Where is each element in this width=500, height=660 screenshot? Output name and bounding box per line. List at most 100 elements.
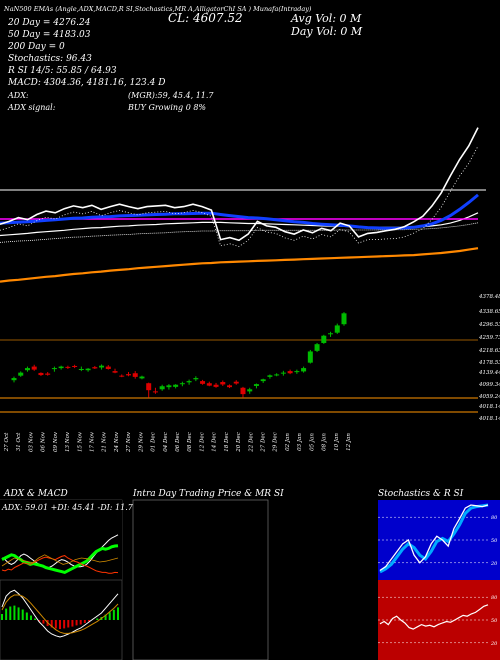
candle-body	[152, 391, 158, 393]
date-tick: 18 Dec	[224, 432, 230, 452]
candle-body	[321, 335, 327, 343]
date-tick: 06 Dec	[175, 432, 181, 452]
candle-body	[119, 375, 125, 377]
stoch-tick: 80	[491, 515, 498, 521]
candle-body	[65, 366, 71, 368]
intra-panel-title: Intra Day Trading Price & MR SI	[132, 489, 284, 499]
date-tick: 27 Nov	[126, 431, 132, 453]
candle-body	[99, 365, 105, 368]
candle-body	[213, 384, 219, 387]
date-tick: 21 Nov	[102, 431, 108, 453]
header-topline: NaN500 EMAs (Angle,ADX,MACD,R SI,Stochas…	[3, 5, 312, 13]
series-ema-200	[0, 247, 479, 283]
date-tick: 03 Nov	[28, 431, 34, 452]
close-price: CL: 4607.52	[168, 11, 243, 25]
adx-signal: BUY Growing 0 8%	[127, 103, 206, 112]
candle-body	[179, 383, 185, 385]
price-tick: 4099.34	[478, 382, 500, 388]
candle-body	[328, 333, 334, 335]
candle-body	[233, 381, 239, 384]
candle-body	[112, 371, 118, 373]
candle-body	[220, 382, 226, 385]
candle-body	[11, 378, 17, 381]
price-tick: 4018.14	[478, 416, 500, 422]
candle-body	[58, 366, 64, 369]
candle-body	[274, 374, 280, 376]
date-tick: 02 Jan	[285, 433, 291, 451]
candle-body	[173, 384, 179, 387]
ema-price-panel	[0, 127, 486, 283]
macd-series	[1, 589, 119, 638]
date-tick: 31 Oct	[16, 432, 22, 451]
candle-body	[45, 373, 51, 375]
candle-body	[280, 372, 286, 374]
adx-signal-label: ADX signal:	[7, 103, 56, 112]
candle-body	[24, 368, 30, 371]
candle-body	[267, 375, 273, 377]
header: NaN500 EMAs (Angle,ADX,MACD,R SI,Stochas…	[3, 5, 363, 112]
date-tick: 04 Dec	[163, 432, 169, 452]
candle-body	[166, 385, 172, 388]
candle-body	[105, 366, 111, 369]
candle-body	[51, 368, 57, 370]
candle-body	[72, 365, 78, 367]
candle-body	[301, 368, 307, 372]
stoch-panel-title: Stochastics & R SI	[378, 489, 464, 499]
rsi-tick: 20	[490, 641, 498, 647]
candle-body	[31, 366, 37, 370]
candle-body	[253, 384, 259, 386]
stoch-tick: 20	[490, 561, 498, 567]
intraday-panel	[132, 499, 269, 660]
candle-body	[334, 325, 340, 333]
candle-body	[85, 368, 91, 371]
candle-body	[314, 344, 320, 351]
day-volume: Day Vol: 0 M	[290, 25, 363, 38]
avg-volume: Avg Vol: 0 M	[290, 12, 362, 25]
ema200-value: 200 Day = 0	[7, 42, 65, 52]
date-axis: 27 Oct 31 Oct 03 Nov 06 Nov 09 Nov 13 Nov 15 N…	[4, 431, 352, 453]
candle-body	[240, 387, 246, 395]
adx-area	[0, 500, 122, 580]
date-tick: 14 Dec	[212, 432, 218, 452]
adx-annotation: ADX: 59.01 +DI: 45.41 -DI: 11.7	[1, 503, 134, 512]
candle-body	[139, 376, 145, 379]
adx-macd-panel: ADX: 59.01 +DI: 45.41 -DI: 11.7	[0, 499, 134, 660]
candle-body	[132, 373, 138, 377]
macd-series	[1, 594, 119, 634]
candle-body	[294, 371, 300, 373]
stoch-tick: 50	[491, 538, 498, 544]
price-tick: 4059.24	[478, 394, 500, 400]
stochastics-value: Stochastics: 96.43	[8, 54, 92, 64]
price-tick: 4259.73	[478, 335, 500, 341]
date-tick: 13 Nov	[65, 431, 71, 452]
stoch-d	[379, 503, 489, 574]
date-tick: 29 Dec	[273, 432, 279, 453]
candle-body	[186, 381, 192, 383]
date-tick: 08 Jan	[322, 433, 328, 451]
stochastics-rsi-panel: 80 50 20 80 50 20	[378, 500, 500, 660]
intraday-frame	[132, 499, 269, 660]
date-tick: 09 Nov	[53, 431, 59, 452]
date-tick: 10 Jan	[334, 433, 340, 451]
candle-body	[78, 369, 84, 370]
series-close	[0, 127, 479, 242]
date-tick: 12 Dec	[199, 432, 205, 452]
candle-body	[200, 381, 206, 384]
ema50-value: 50 Day = 4183.03	[8, 30, 91, 40]
date-tick: 27 Oct	[4, 432, 10, 452]
candle-body	[125, 374, 131, 376]
ema20-value: 20 Day = 4276.24	[7, 18, 91, 28]
candle-body	[247, 389, 253, 392]
rsi-tick: 80	[491, 595, 498, 601]
rsi-tick: 50	[491, 618, 498, 624]
price-tick: 4338.65	[478, 309, 500, 315]
rsi-line	[379, 604, 489, 630]
date-tick: 03 Jan	[297, 433, 303, 451]
series-ema-100	[0, 222, 479, 243]
candle-body	[260, 379, 266, 382]
date-tick: 20 Dec	[236, 432, 242, 453]
date-tick: 15 Nov	[77, 431, 83, 452]
candle-body	[18, 372, 24, 376]
candle-body	[92, 367, 98, 369]
